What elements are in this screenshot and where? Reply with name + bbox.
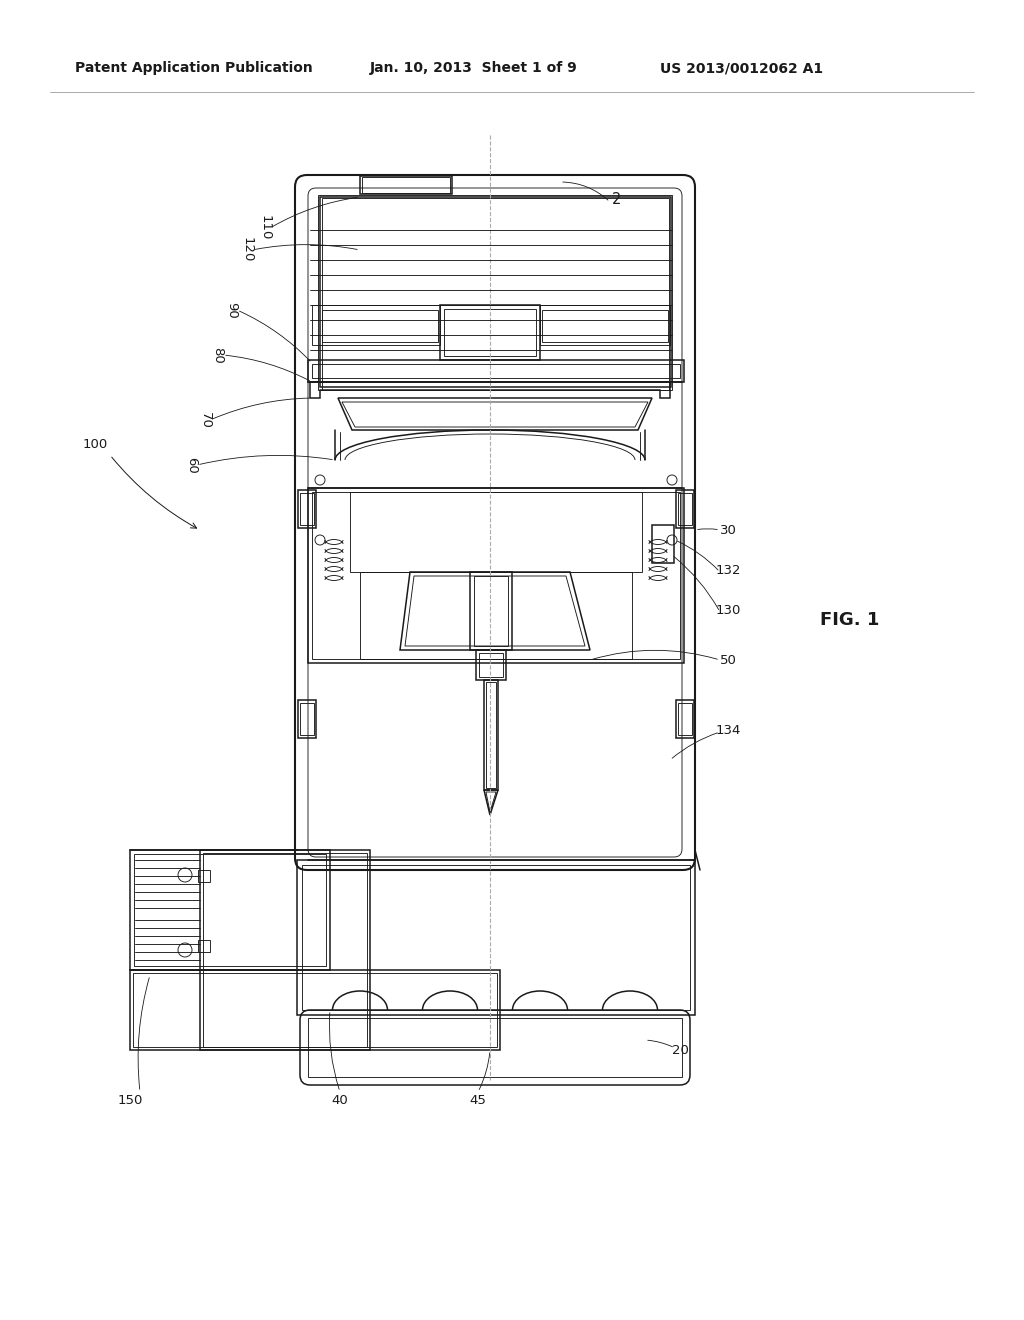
Text: 45: 45: [470, 1093, 486, 1106]
Text: 130: 130: [716, 603, 740, 616]
Bar: [676, 490, 694, 528]
Text: 50: 50: [720, 653, 736, 667]
Bar: [350, 492, 642, 572]
Bar: [476, 649, 506, 680]
Bar: [678, 704, 692, 735]
Bar: [312, 492, 680, 659]
Bar: [360, 176, 452, 194]
Bar: [308, 360, 684, 381]
Bar: [298, 700, 316, 738]
Bar: [360, 572, 632, 659]
Bar: [312, 364, 680, 378]
Bar: [322, 198, 669, 389]
Bar: [444, 309, 536, 356]
Bar: [440, 305, 540, 360]
Bar: [300, 492, 314, 525]
Bar: [133, 973, 497, 1047]
Bar: [474, 576, 508, 645]
Bar: [198, 940, 210, 952]
Bar: [130, 970, 500, 1049]
Text: 150: 150: [118, 1093, 142, 1106]
Bar: [652, 525, 674, 564]
Text: FIG. 1: FIG. 1: [820, 611, 880, 630]
Text: Patent Application Publication: Patent Application Publication: [75, 61, 312, 75]
Bar: [134, 854, 326, 966]
Text: 70: 70: [199, 412, 212, 429]
Text: 30: 30: [720, 524, 736, 536]
Bar: [203, 853, 367, 1047]
Bar: [479, 653, 503, 677]
Bar: [486, 682, 496, 788]
Bar: [319, 197, 671, 387]
Bar: [298, 490, 316, 528]
Text: 134: 134: [716, 723, 740, 737]
Text: 90: 90: [225, 302, 239, 318]
Bar: [318, 195, 672, 389]
Text: 60: 60: [185, 457, 199, 474]
Text: 20: 20: [672, 1044, 688, 1056]
Bar: [676, 700, 694, 738]
Bar: [130, 850, 330, 970]
Bar: [302, 865, 690, 1010]
Text: 100: 100: [82, 438, 108, 451]
Bar: [678, 492, 692, 525]
Text: 110: 110: [258, 215, 271, 240]
Text: 120: 120: [241, 238, 254, 263]
Bar: [198, 870, 210, 882]
Text: 2: 2: [612, 193, 622, 207]
Bar: [308, 1018, 682, 1077]
Text: 80: 80: [212, 347, 224, 363]
Bar: [200, 850, 370, 1049]
Text: US 2013/0012062 A1: US 2013/0012062 A1: [660, 61, 823, 75]
Bar: [297, 861, 695, 1015]
Bar: [484, 680, 498, 789]
Text: Jan. 10, 2013  Sheet 1 of 9: Jan. 10, 2013 Sheet 1 of 9: [370, 61, 578, 75]
Text: 132: 132: [715, 564, 740, 577]
Bar: [308, 488, 684, 663]
Bar: [470, 572, 512, 649]
Bar: [362, 177, 450, 193]
Text: 40: 40: [332, 1093, 348, 1106]
Bar: [300, 704, 314, 735]
